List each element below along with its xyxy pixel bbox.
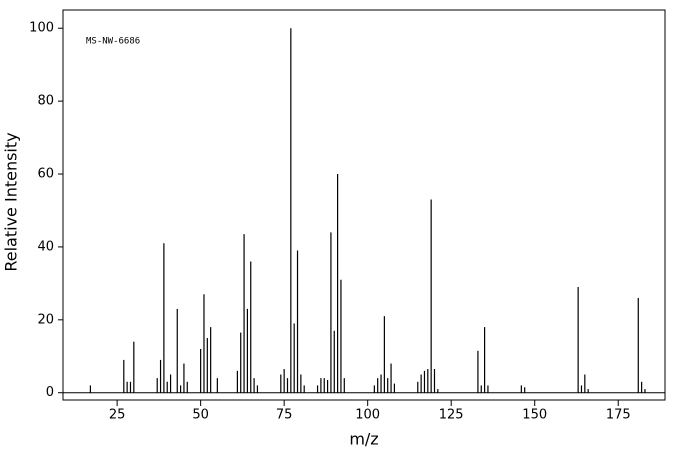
x-tick-label: 75: [276, 408, 293, 423]
x-tick-label: 175: [606, 408, 631, 423]
x-tick-label: 100: [355, 408, 380, 423]
x-tick-label: 50: [192, 408, 209, 423]
x-tick-label: 25: [109, 408, 126, 423]
y-tick-label: 60: [37, 167, 54, 182]
y-axis-label: Relative Intensity: [2, 132, 21, 271]
annotation: MS-NW-6686: [86, 37, 140, 47]
x-tick-label: 125: [439, 408, 464, 423]
plot-frame: [62, 9, 666, 401]
y-tick-label: 80: [37, 94, 54, 109]
y-tick-label: 100: [29, 21, 54, 36]
x-tick-label: 150: [522, 408, 547, 423]
y-tick-label: 0: [46, 385, 54, 400]
y-tick-label: 40: [37, 239, 54, 254]
y-tick-label: 20: [37, 312, 54, 327]
x-axis-label: m/z: [349, 430, 378, 449]
